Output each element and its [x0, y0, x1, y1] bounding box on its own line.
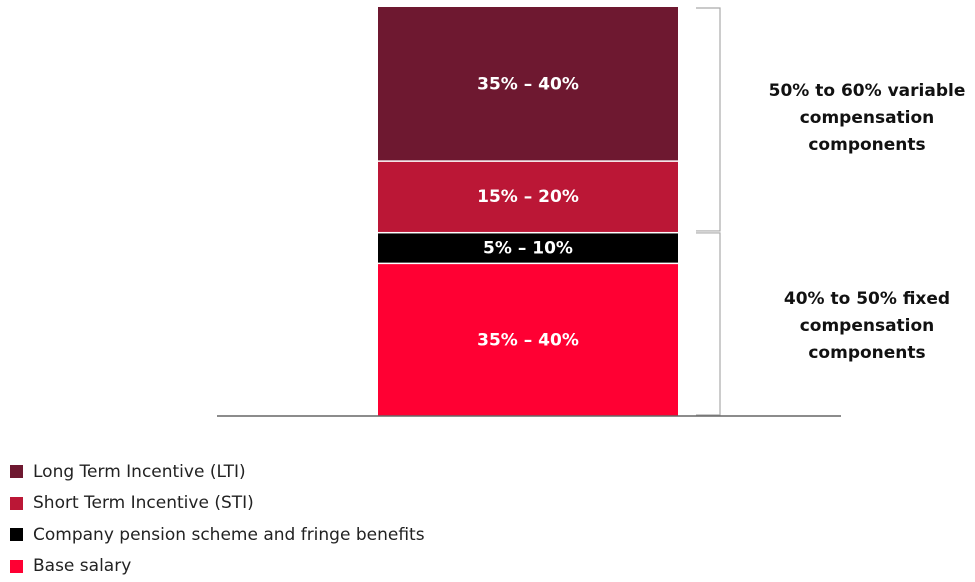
legend-swatch-base-salary	[10, 560, 23, 573]
legend-swatch-sti	[10, 497, 23, 510]
variable-group-label: 50% to 60% variable compensation compone…	[752, 78, 975, 159]
bar-stack: 35% – 40% 5% – 10% 15% – 20% 35% – 40%	[378, 7, 678, 416]
segment-value-label-2: 15% – 20%	[477, 187, 579, 207]
legend-item-base-salary: Base salary	[10, 551, 425, 582]
group-bracket-1	[696, 233, 720, 415]
legend-item-sti: Short Term Incentive (STI)	[10, 488, 425, 520]
group-bracket-0	[696, 8, 720, 231]
legend: Long Term Incentive (LTI) Short Term Inc…	[10, 456, 425, 582]
legend-item-lti: Long Term Incentive (LTI)	[10, 456, 425, 488]
legend-label-sti: Short Term Incentive (STI)	[33, 493, 254, 513]
legend-swatch-lti	[10, 465, 23, 478]
legend-label-base-salary: Base salary	[33, 556, 131, 576]
segment-value-label-1: 5% – 10%	[483, 238, 573, 258]
segment-value-label-3: 35% – 40%	[477, 75, 579, 95]
legend-label-lti: Long Term Incentive (LTI)	[33, 462, 246, 482]
legend-label-pension: Company pension scheme and fringe benefi…	[33, 525, 425, 545]
legend-swatch-pension	[10, 528, 23, 541]
legend-item-pension: Company pension scheme and fringe benefi…	[10, 519, 425, 551]
group-braces	[696, 8, 720, 415]
fixed-group-label: 40% to 50% fixed compensation components	[752, 286, 975, 367]
segment-value-label-0: 35% – 40%	[477, 330, 579, 350]
